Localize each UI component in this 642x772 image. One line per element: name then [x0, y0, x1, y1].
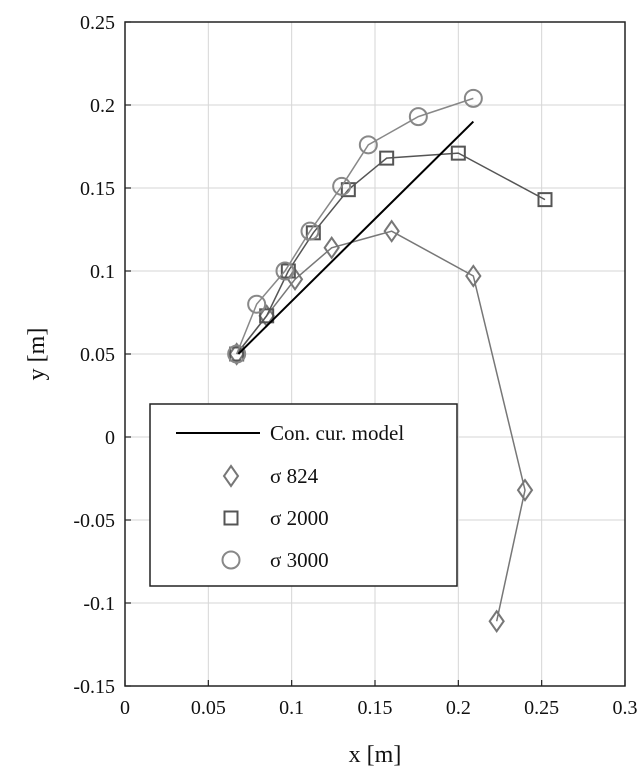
x-tick-label: 0.2: [446, 697, 471, 719]
legend-item: σ 824: [222, 464, 319, 488]
data-point: [227, 344, 247, 364]
series-layer: [227, 88, 553, 634]
series-3: [227, 88, 483, 364]
legend-label: σ 2000: [270, 506, 329, 530]
legend-item: σ 3000: [221, 548, 329, 572]
series-0: [237, 120, 475, 355]
legend-label: Con. cur. model: [270, 421, 404, 445]
y-axis-label: y [m]: [24, 328, 50, 381]
data-point: [537, 192, 553, 208]
x-tick-label: 0: [120, 697, 130, 719]
series-line: [235, 97, 474, 355]
y-tick-label: 0: [105, 427, 115, 449]
x-tick-label: 0.05: [191, 697, 226, 719]
y-axis: -0.15 -0.1 -0.05 0 0.05 0.1 0.15 0.2 0.25: [73, 12, 131, 698]
data-point: [465, 264, 482, 288]
y-tick-label: 0.2: [90, 95, 115, 117]
series-line: [237, 120, 475, 355]
legend-item: Con. cur. model: [176, 421, 404, 445]
legend-marker: [223, 510, 239, 526]
y-tick-label: -0.05: [73, 510, 115, 532]
y-tick-label: -0.15: [73, 676, 115, 698]
data-point: [358, 135, 378, 155]
data-point: [488, 609, 505, 634]
legend-marker: [222, 464, 240, 488]
data-point: [408, 107, 428, 127]
data-point: [323, 236, 340, 260]
x-tick-label: 0.1: [279, 697, 304, 719]
data-point: [463, 88, 483, 108]
data-point: [229, 346, 245, 362]
legend-box: [149, 403, 458, 587]
data-point: [300, 221, 320, 241]
x-axis-label: x [m]: [349, 742, 402, 768]
legend-label: σ 824: [270, 464, 319, 488]
data-point: [379, 150, 395, 166]
legend-marker: [221, 550, 241, 570]
x-tick-label: 0.15: [358, 697, 393, 719]
data-point: [450, 145, 466, 161]
data-point: [286, 267, 304, 292]
legend-label: σ 3000: [270, 548, 329, 572]
y-tick-label: 0.1: [90, 261, 115, 283]
data-point: [259, 308, 275, 324]
x-tick-label: 0.3: [613, 697, 638, 719]
x-tick-label: 0.25: [524, 697, 559, 719]
data-point: [332, 176, 352, 196]
data-point: [516, 478, 534, 502]
y-tick-label: 0.05: [80, 344, 115, 366]
data-point: [340, 182, 356, 198]
y-tick-label: 0.25: [80, 12, 115, 34]
legend: Con. cur. model σ 824 σ 2000 σ 3000: [149, 403, 458, 587]
series-2: [229, 145, 553, 362]
data-point: [247, 294, 267, 314]
x-axis: 0 0.05 0.1 0.15 0.2 0.25 0.3: [120, 680, 638, 719]
data-point: [275, 261, 295, 281]
y-tick-label: -0.1: [83, 593, 115, 615]
y-tick-label: 0.15: [80, 178, 115, 200]
legend-item: σ 2000: [223, 506, 329, 530]
data-point: [383, 219, 400, 243]
